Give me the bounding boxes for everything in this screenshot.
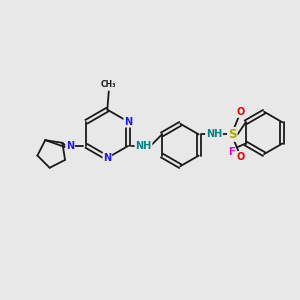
Text: N: N bbox=[66, 141, 74, 151]
Text: N: N bbox=[103, 153, 111, 163]
Text: S: S bbox=[228, 128, 236, 141]
Text: NH: NH bbox=[135, 142, 152, 152]
Text: F: F bbox=[228, 147, 234, 158]
Text: NH: NH bbox=[206, 129, 222, 140]
Text: O: O bbox=[236, 152, 244, 162]
Text: CH₃: CH₃ bbox=[101, 80, 116, 89]
Text: N: N bbox=[124, 117, 132, 127]
Text: O: O bbox=[236, 107, 244, 117]
